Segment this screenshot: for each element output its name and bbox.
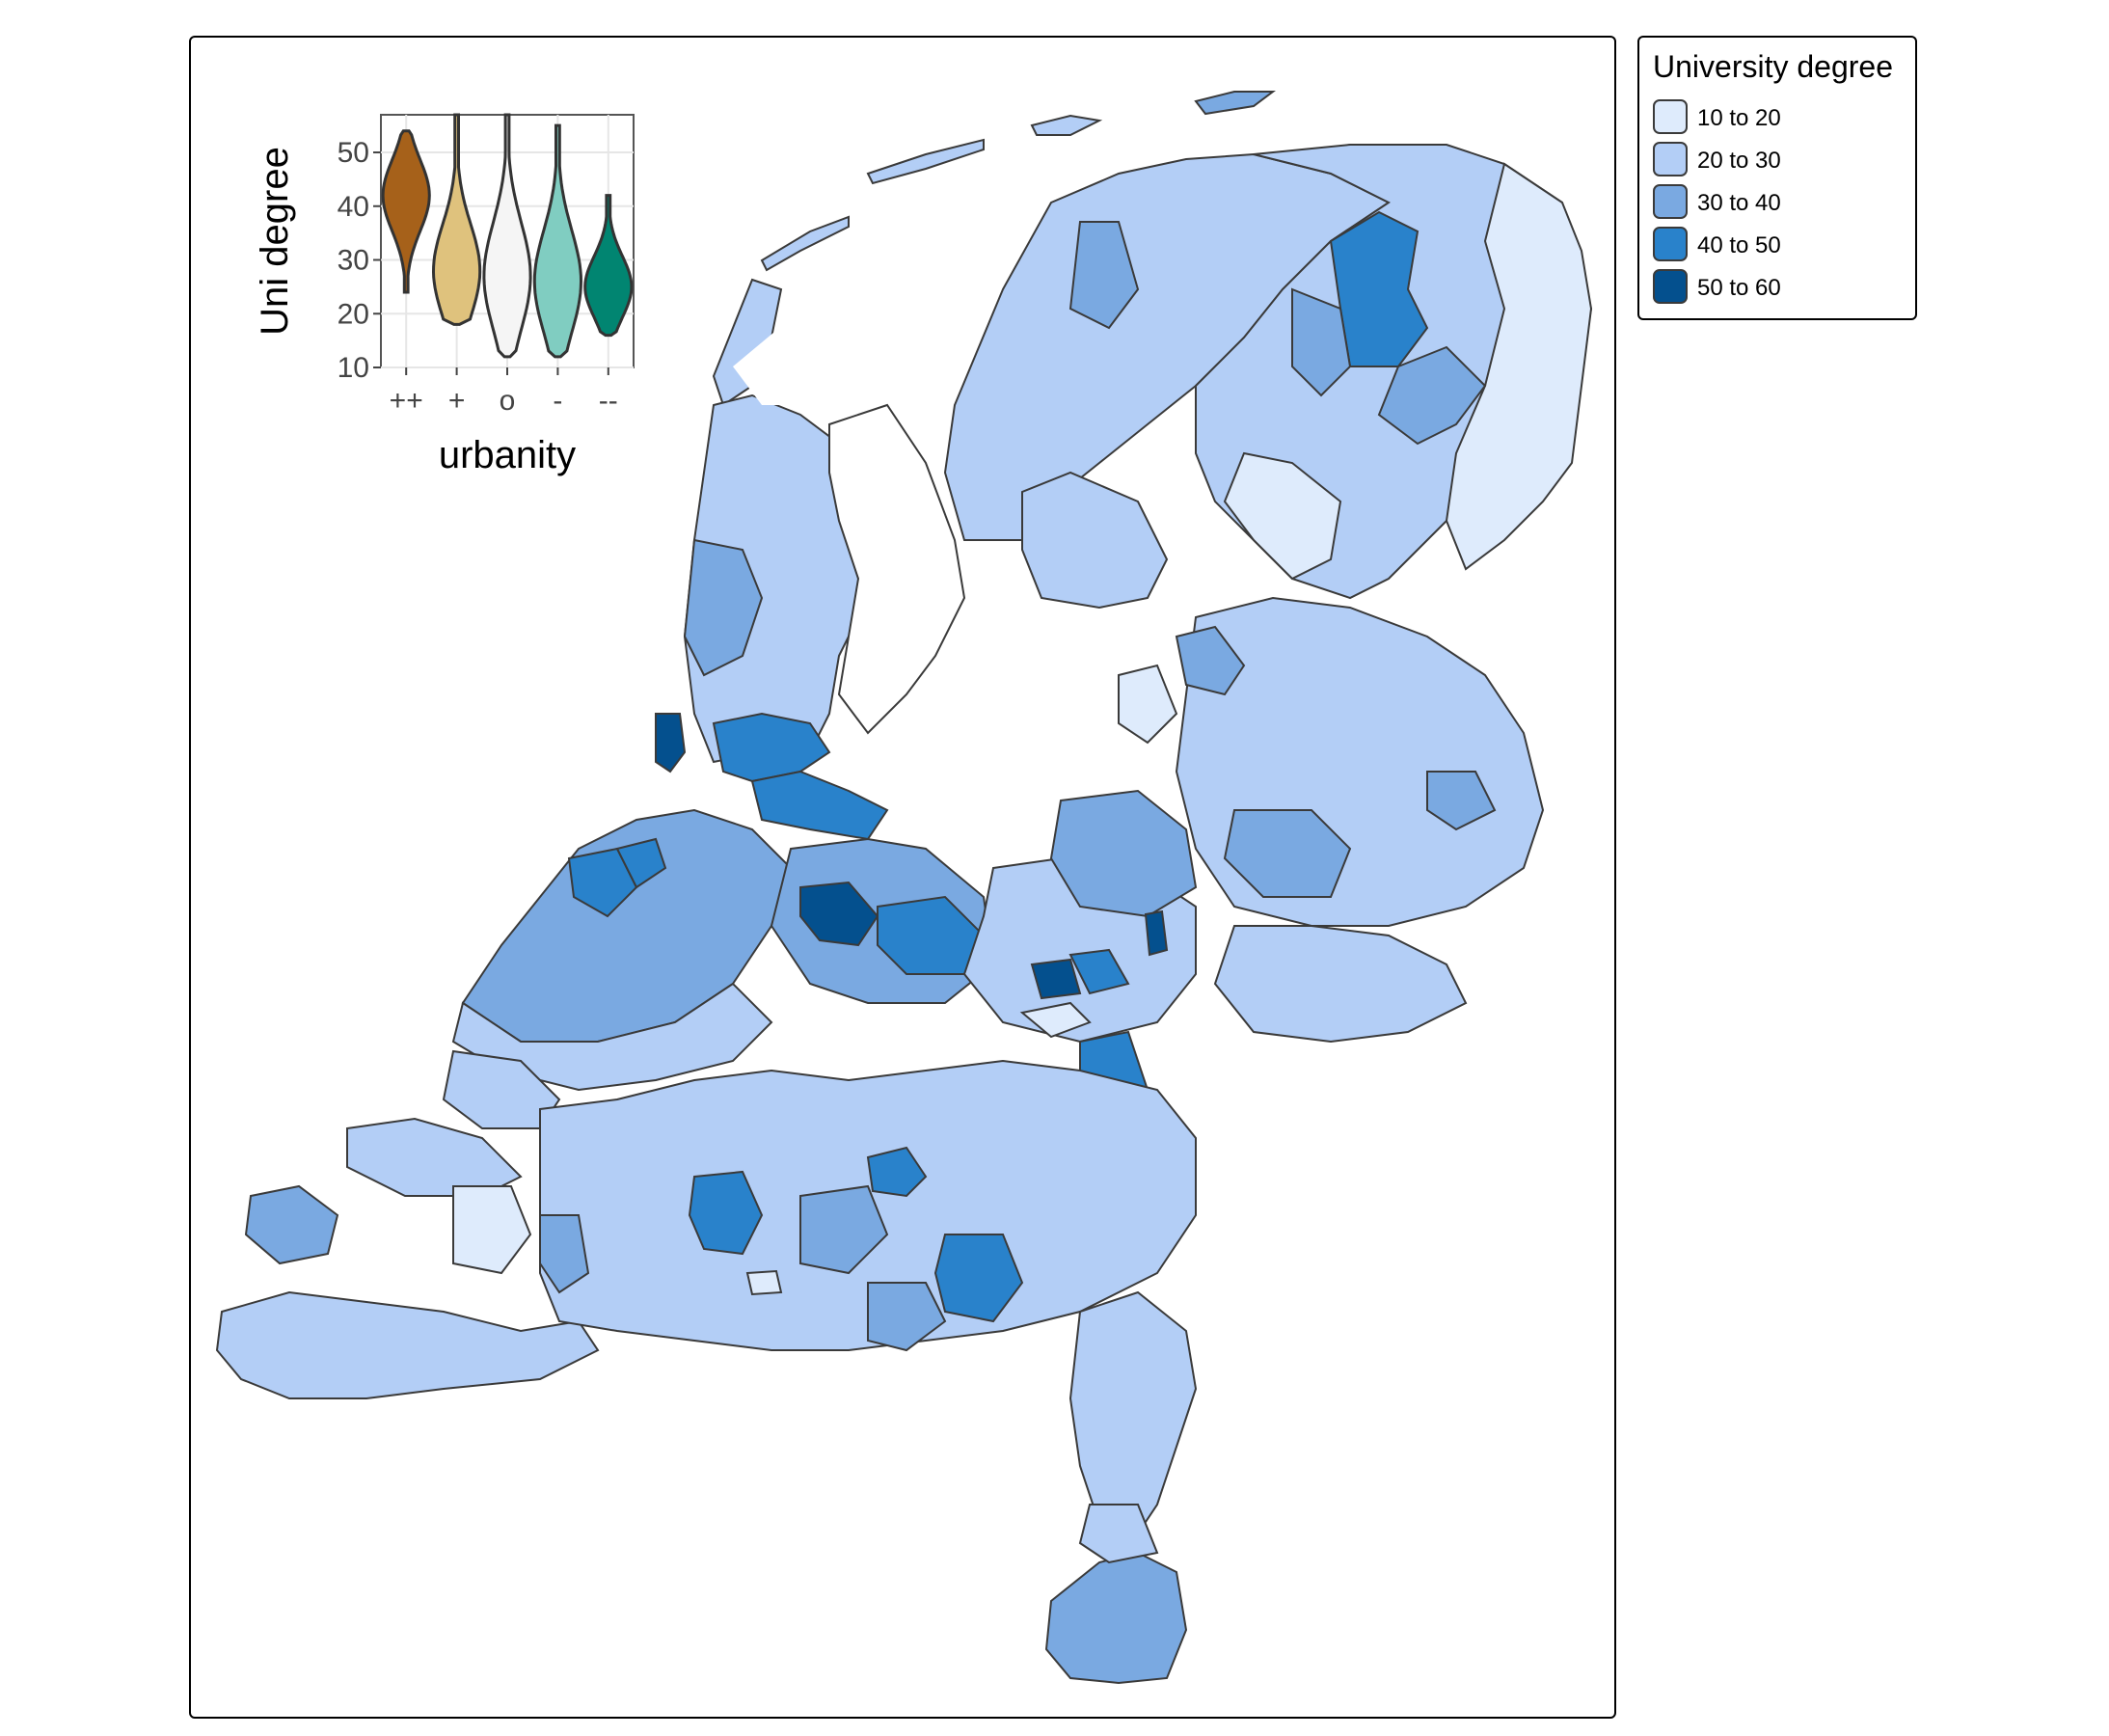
y-tick-label: 40 (338, 191, 369, 223)
legend-swatch (1653, 227, 1688, 261)
legend-label: 10 to 20 (1697, 105, 1781, 131)
x-tick-label: + (448, 385, 466, 417)
region-island-schiermonnikoog (1194, 91, 1276, 116)
region-island-ameland (1030, 114, 1103, 136)
legend-label: 20 to 30 (1697, 148, 1781, 174)
region-veluwe (1049, 789, 1198, 918)
region-groningen-east (1445, 162, 1593, 571)
legend-label: 40 to 50 (1697, 232, 1781, 258)
legend-entry: 20 to 30 (1653, 142, 1913, 180)
region-utrecht-city (799, 881, 879, 947)
region-wageningen (1144, 909, 1169, 957)
region-zeeuws-vlaanderen (215, 1290, 600, 1399)
violin-4 (532, 123, 583, 359)
inset-y-ticks: 10 20 30 40 50 (338, 137, 381, 384)
region-tilburg (688, 1170, 764, 1256)
legend-swatch (1653, 184, 1688, 219)
x-tick-label: - (553, 385, 562, 417)
region-eindhoven (933, 1234, 1024, 1323)
region-achterhoek (1213, 925, 1468, 1044)
region-breda (539, 1214, 590, 1294)
legend: University degree 10 to 20 20 to 30 30 t… (1637, 36, 1917, 320)
x-tick-label: ++ (390, 385, 423, 417)
violin-5 (583, 194, 634, 338)
inset-x-axis-label: urbanity (439, 434, 576, 476)
violin-1 (381, 129, 431, 294)
region-overijssel (1175, 596, 1545, 927)
legend-label: 30 to 40 (1697, 190, 1781, 216)
region-light-gelderland (1019, 1001, 1092, 1039)
region-friesland-mid (1068, 221, 1140, 330)
ijsselmeer-water (828, 403, 966, 735)
region-nh-mid (683, 538, 764, 677)
legend-swatch (1653, 99, 1688, 134)
violin-2 (431, 113, 482, 326)
region-amsterdam (712, 712, 831, 783)
region-almere (1118, 664, 1178, 745)
y-tick-label: 20 (338, 298, 369, 330)
region-den-haag (567, 847, 638, 918)
legend-entry: 10 to 20 (1653, 99, 1913, 138)
legend-entry: 40 to 50 (1653, 227, 1913, 265)
legend-swatch (1653, 269, 1688, 304)
region-baarle (745, 1269, 783, 1296)
x-tick-label: -- (599, 385, 618, 417)
region-island-texel (712, 278, 783, 407)
region-walcheren (244, 1184, 339, 1265)
region-haarlem (655, 713, 687, 773)
region-zeeland-mid (346, 1117, 523, 1197)
region-limburg-mid (1078, 1504, 1159, 1564)
inset-y-axis-label: Uni degree (254, 147, 296, 336)
legend-swatch (1653, 142, 1688, 176)
region-flevoland (1021, 471, 1169, 610)
region-gooi (750, 770, 889, 841)
legend-title: University degree (1653, 49, 1893, 84)
region-limburg-south (1044, 1551, 1188, 1685)
inset-violins (381, 113, 634, 359)
wadden-water (733, 280, 964, 405)
region-drenthe-mid2 (1377, 345, 1487, 446)
region-noord-light (1223, 451, 1342, 581)
region-zwolle (1175, 625, 1246, 696)
y-tick-label: 30 (338, 245, 369, 277)
legend-entry: 50 to 60 (1653, 269, 1913, 308)
region-den-bosch (866, 1146, 928, 1198)
y-tick-label: 10 (338, 352, 369, 384)
region-leiden (615, 837, 667, 889)
region-twente (1223, 809, 1352, 898)
region-zeeland-light (452, 1185, 532, 1275)
region-limburg-north (1068, 1290, 1198, 1535)
region-ede-dark (1030, 958, 1082, 1000)
legend-entry: 30 to 40 (1653, 184, 1913, 223)
region-brabant-mid (799, 1184, 889, 1275)
region-arnhem (1068, 948, 1130, 995)
y-tick-label: 50 (338, 137, 369, 169)
region-drenthe-mid (1291, 287, 1352, 397)
region-island-terschelling (866, 138, 985, 185)
region-enschede (1426, 771, 1497, 831)
region-island-vlieland (760, 215, 850, 272)
inset-x-ticks: ++ + o - -- (390, 367, 618, 417)
legend-label: 50 to 60 (1697, 275, 1781, 301)
x-tick-label: o (500, 385, 516, 417)
violin-3 (482, 113, 532, 359)
region-brabant-mid2 (867, 1282, 947, 1352)
